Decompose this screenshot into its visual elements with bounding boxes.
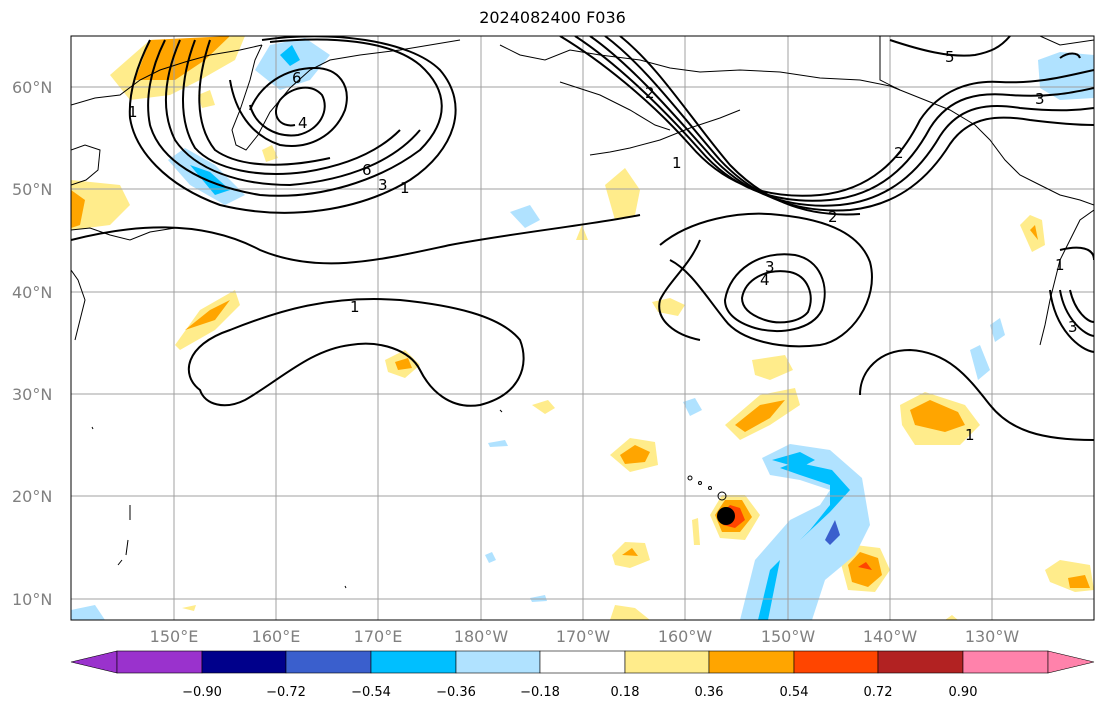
contour-label: 2 xyxy=(828,208,838,226)
colorbar-bin xyxy=(455,650,541,674)
lon-label: 160°W xyxy=(658,627,713,646)
longitude-labels: 150°E 160°E 170°E 180°W 170°W 160°W 150°… xyxy=(150,627,1020,646)
contour-label: 1 xyxy=(128,103,138,121)
contour-label: 2 xyxy=(894,144,904,162)
contour-label: 3 xyxy=(1068,318,1078,336)
contour-label: 1 xyxy=(350,298,360,316)
map-frame xyxy=(70,35,1095,621)
contour-label: 3 xyxy=(378,176,388,194)
contour-label: 4 xyxy=(760,271,770,289)
storm-center-marker xyxy=(717,507,735,525)
latitude-labels: 60°N 50°N 40°N 30°N 20°N 10°N xyxy=(12,78,52,609)
coastlines xyxy=(71,36,1094,589)
colorbar-bin xyxy=(539,650,626,674)
colorbar-extend-min xyxy=(70,650,118,674)
contour-label: 6 xyxy=(362,161,372,179)
lat-label: 20°N xyxy=(12,487,52,506)
contour-label: 3 xyxy=(1035,90,1045,108)
colorbar-bin xyxy=(793,650,879,674)
colorbar-tick-label: 0.90 xyxy=(949,685,978,700)
colorbar-tick-label: 0.18 xyxy=(611,685,640,700)
colorbar-tick-label: 0.54 xyxy=(780,685,809,700)
colorbar-bin xyxy=(624,650,710,674)
lon-label: 150°E xyxy=(150,627,199,646)
lon-label: 170°E xyxy=(354,627,403,646)
contour-label: 6 xyxy=(292,69,302,87)
map-title: 2024082400 F036 xyxy=(479,8,626,27)
colorbar-tick-label: −0.72 xyxy=(266,685,306,700)
contour-label-layer: 1 1 1 1 1 1 2 2 2 3 3 3 3 4 4 5 6 6 xyxy=(128,48,1078,444)
contour-label: 1 xyxy=(1055,256,1065,274)
colorbar-tick-label: −0.54 xyxy=(351,685,391,700)
colorbar-bin xyxy=(708,650,795,674)
lat-label: 30°N xyxy=(12,385,52,404)
colorbar-bin xyxy=(877,650,964,674)
contour-label: 3 xyxy=(765,258,775,276)
colorbar xyxy=(70,650,1095,674)
colorbar-bin xyxy=(962,650,1049,674)
colorbar-tick-label: −0.90 xyxy=(182,685,222,700)
lon-label: 170°W xyxy=(556,627,611,646)
colorbar-bin xyxy=(116,650,203,674)
lat-label: 60°N xyxy=(12,78,52,97)
lat-label: 50°N xyxy=(12,180,52,199)
contour-label: 1 xyxy=(400,179,410,197)
contour-label: 4 xyxy=(298,114,308,132)
contour-label: 5 xyxy=(945,48,955,66)
lon-label: 150°W xyxy=(761,627,816,646)
colorbar-tick-label: −0.18 xyxy=(520,685,560,700)
colorbar-bin xyxy=(285,650,372,674)
colorbar-tick-label: 0.72 xyxy=(864,685,893,700)
lat-label: 10°N xyxy=(12,590,52,609)
contour-label: 2 xyxy=(645,84,655,102)
lon-label: 180°W xyxy=(454,627,509,646)
colorbar-tick-label: 0.36 xyxy=(695,685,724,700)
lon-label: 160°E xyxy=(252,627,301,646)
contour-lines xyxy=(71,36,1094,441)
contour-label: 1 xyxy=(965,426,975,444)
contour-label: 1 xyxy=(672,154,682,172)
colorbar-extend-max xyxy=(1047,650,1095,674)
colorbar-bin xyxy=(370,650,457,674)
colorbar-bin xyxy=(201,650,287,674)
lon-label: 130°W xyxy=(965,627,1020,646)
lon-label: 140°W xyxy=(863,627,918,646)
colorbar-ticks: −0.90 −0.72 −0.54 −0.36 −0.18 0.18 0.36 … xyxy=(182,685,977,700)
colorbar-tick-label: −0.36 xyxy=(436,685,476,700)
lat-label: 40°N xyxy=(12,283,52,302)
